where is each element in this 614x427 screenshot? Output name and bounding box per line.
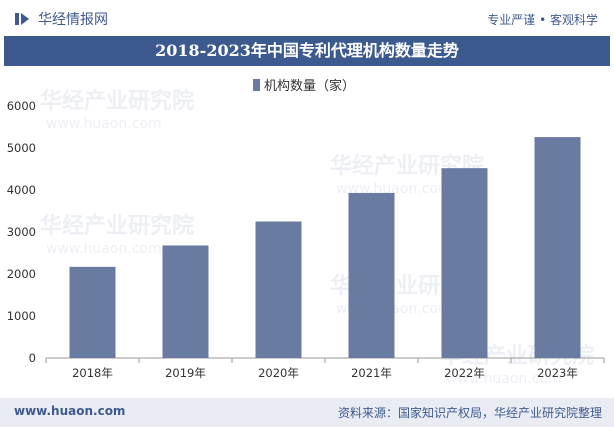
y-tick-label: 3000 [7,225,36,239]
x-tick-label: 2022年 [444,366,485,380]
footer-site[interactable]: www.huaon.com [14,404,126,418]
watermark-url: www.huaon.com [46,116,162,132]
x-tick-label: 2018年 [72,366,113,380]
x-tick-label: 2020年 [258,366,299,380]
legend-swatch [253,79,260,91]
y-tick-label: 0 [29,351,36,365]
y-tick-label: 1000 [7,309,36,323]
bar [348,192,395,358]
bar-chart: 华经产业研究院 www.huaon.com 华经产业研究院 www.huaon.com… [7,78,605,387]
watermark-text: 华经产业研究院 [40,88,194,114]
y-tick-label: 5000 [7,141,36,155]
watermark-url: www.huaon.com [446,371,562,387]
legend-label: 机构数量（家） [264,78,355,94]
chart-title: 2018-2023年中国专利代理机构数量走势 [4,36,610,66]
brand: 华经情报网 [14,9,108,29]
x-tick-label: 2019年 [165,366,206,380]
bar [162,245,209,358]
y-tick-label: 2000 [7,267,36,281]
bar [534,137,581,358]
footer: www.huaon.com 资料来源：国家知识产权局，华经产业研究院整理 [0,398,614,427]
y-tick-label: 4000 [7,183,36,197]
x-tick-label: 2023年 [537,366,578,380]
watermark-text: 华经产业研究院 [40,213,194,239]
legend: 机构数量（家） [253,78,355,94]
x-tick-label: 2021年 [351,366,392,380]
top-bar: 华经情报网 专业严谨 • 客观科学 [0,0,614,36]
y-tick-label: 6000 [7,99,36,113]
brand-name: 华经情报网 [38,12,108,28]
logo-icon [15,13,29,25]
bar [69,266,116,358]
bar [441,168,488,358]
tagline: 专业严谨 • 客观科学 [487,13,598,27]
footer-source: 资料来源：国家知识产权局，华经产业研究院整理 [337,406,602,420]
watermark-url: www.huaon.com [46,241,162,257]
bar [255,221,302,358]
